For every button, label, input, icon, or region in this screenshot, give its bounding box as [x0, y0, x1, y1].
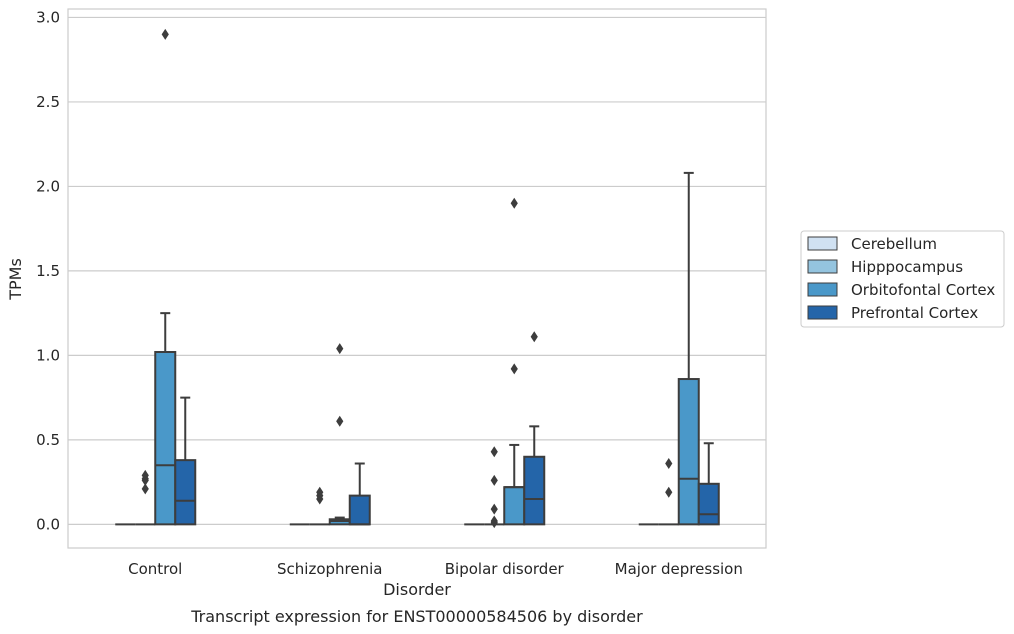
- box: [348, 462, 371, 526]
- outlier-point: [510, 363, 518, 375]
- y-tick-label: 1.5: [36, 262, 60, 280]
- y-tick-label: 0.0: [36, 515, 60, 533]
- legend-label: Prefrontal Cortex: [851, 304, 978, 322]
- legend: Cerebellum Hipppocampus Orbitofontal Corte…: [800, 230, 1005, 328]
- y-tick-label: 2.5: [36, 93, 60, 111]
- x-tick-label: Control: [128, 560, 182, 578]
- box-body: [523, 455, 546, 526]
- outlier-point: [490, 517, 498, 529]
- y-axis-title: TPMs: [6, 258, 25, 301]
- legend-swatch: [807, 305, 838, 320]
- box-body: [174, 459, 197, 526]
- box: [174, 396, 197, 526]
- outlier-point: [336, 415, 344, 427]
- x-tick-label: Bipolar disorder: [445, 560, 565, 578]
- box: [503, 197, 526, 526]
- series-orbitofontal-cortex: [154, 28, 700, 526]
- box: [328, 343, 351, 526]
- box: [309, 486, 330, 526]
- y-tick-label: 0.5: [36, 431, 60, 449]
- x-tick-label: Major depression: [615, 560, 743, 578]
- series-hipppocampus: [135, 446, 679, 529]
- outlier-point: [665, 458, 673, 470]
- box: [697, 442, 720, 526]
- outlier-point: [490, 503, 498, 515]
- box: [135, 469, 156, 526]
- outlier-point: [510, 197, 518, 209]
- series-prefrontal-cortex: [174, 331, 720, 526]
- outlier-point: [316, 486, 324, 498]
- x-tick-label: Schizophrenia: [277, 560, 382, 578]
- box-series: [115, 28, 720, 529]
- outlier-point: [336, 343, 344, 355]
- outlier-point: [665, 486, 673, 498]
- outlier-point: [141, 469, 149, 481]
- box: [677, 171, 700, 526]
- box: [484, 446, 505, 529]
- legend-label: Orbitofontal Cortex: [851, 281, 995, 299]
- box-body: [503, 486, 526, 526]
- box-body: [697, 482, 720, 526]
- box-body: [348, 494, 371, 526]
- y-tick-label: 1.0: [36, 346, 60, 364]
- outlier-point: [530, 331, 538, 343]
- outlier-point: [161, 28, 169, 40]
- box: [154, 28, 177, 526]
- x-axis-title: Disorder: [383, 580, 451, 599]
- box: [523, 331, 546, 526]
- box-body: [677, 378, 700, 526]
- legend-label: Cerebellum: [851, 235, 937, 253]
- box: [658, 458, 679, 526]
- legend-frame: [800, 230, 1005, 328]
- outlier-point: [490, 474, 498, 486]
- box-body: [154, 351, 177, 526]
- x-axis-ticks: Control Schizophrenia Bipolar disorder Majo…: [128, 560, 743, 578]
- legend-swatch: [807, 282, 838, 297]
- y-tick-label: 2.0: [36, 177, 60, 195]
- legend-label: Hipppocampus: [851, 258, 963, 276]
- plot-frame: [67, 8, 767, 549]
- y-axis-ticks: 0.0 0.5 1.0 1.5 2.0 2.5 3.0: [36, 8, 60, 533]
- legend-swatch: [807, 259, 838, 274]
- y-tick-label: 3.0: [36, 8, 60, 26]
- legend-swatch: [807, 236, 838, 251]
- outlier-point: [141, 483, 149, 495]
- chart-caption: Transcript expression for ENST0000058450…: [190, 607, 643, 626]
- outlier-point: [490, 446, 498, 458]
- legend-items: Cerebellum Hipppocampus Orbitofontal Corte…: [807, 235, 995, 322]
